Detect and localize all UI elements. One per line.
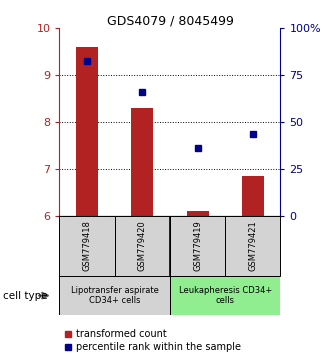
Bar bbox=[186, 211, 209, 216]
Text: Lipotransfer aspirate
CD34+ cells: Lipotransfer aspirate CD34+ cells bbox=[71, 286, 159, 305]
Text: GSM779419: GSM779419 bbox=[193, 221, 202, 272]
Bar bbox=[225, 216, 280, 276]
Text: GSM779418: GSM779418 bbox=[82, 221, 91, 272]
Bar bbox=[242, 176, 264, 216]
Text: cell type: cell type bbox=[3, 291, 48, 301]
Bar bbox=[170, 216, 225, 276]
Bar bbox=[170, 276, 280, 315]
Bar bbox=[115, 216, 170, 276]
Bar bbox=[59, 276, 170, 315]
Bar bbox=[131, 108, 153, 216]
Text: Leukapheresis CD34+
cells: Leukapheresis CD34+ cells bbox=[179, 286, 272, 305]
Text: GSM779421: GSM779421 bbox=[248, 221, 257, 272]
Text: GSM779420: GSM779420 bbox=[138, 221, 147, 272]
Bar bbox=[59, 216, 115, 276]
Title: GDS4079 / 8045499: GDS4079 / 8045499 bbox=[107, 14, 233, 27]
Legend: transformed count, percentile rank within the sample: transformed count, percentile rank withi… bbox=[61, 326, 245, 354]
Bar bbox=[76, 47, 98, 216]
